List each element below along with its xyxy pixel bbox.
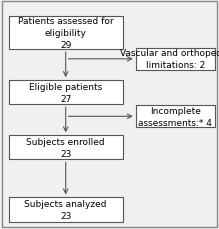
- FancyBboxPatch shape: [2, 2, 217, 227]
- Text: Patients assessed for
eligibility
29: Patients assessed for eligibility 29: [18, 17, 113, 49]
- FancyBboxPatch shape: [9, 81, 123, 105]
- Text: Vascular and orthopedic
limitations: 2: Vascular and orthopedic limitations: 2: [120, 49, 219, 70]
- Text: Eligible patients
27: Eligible patients 27: [29, 82, 102, 103]
- Text: Incomplete
assessments:* 4: Incomplete assessments:* 4: [138, 106, 212, 127]
- FancyBboxPatch shape: [9, 197, 123, 222]
- FancyBboxPatch shape: [136, 106, 215, 128]
- FancyBboxPatch shape: [136, 49, 215, 71]
- FancyBboxPatch shape: [9, 136, 123, 160]
- FancyBboxPatch shape: [9, 17, 123, 50]
- Text: Subjects analyzed
23: Subjects analyzed 23: [25, 199, 107, 220]
- Text: Subjects enrolled
23: Subjects enrolled 23: [26, 137, 105, 158]
